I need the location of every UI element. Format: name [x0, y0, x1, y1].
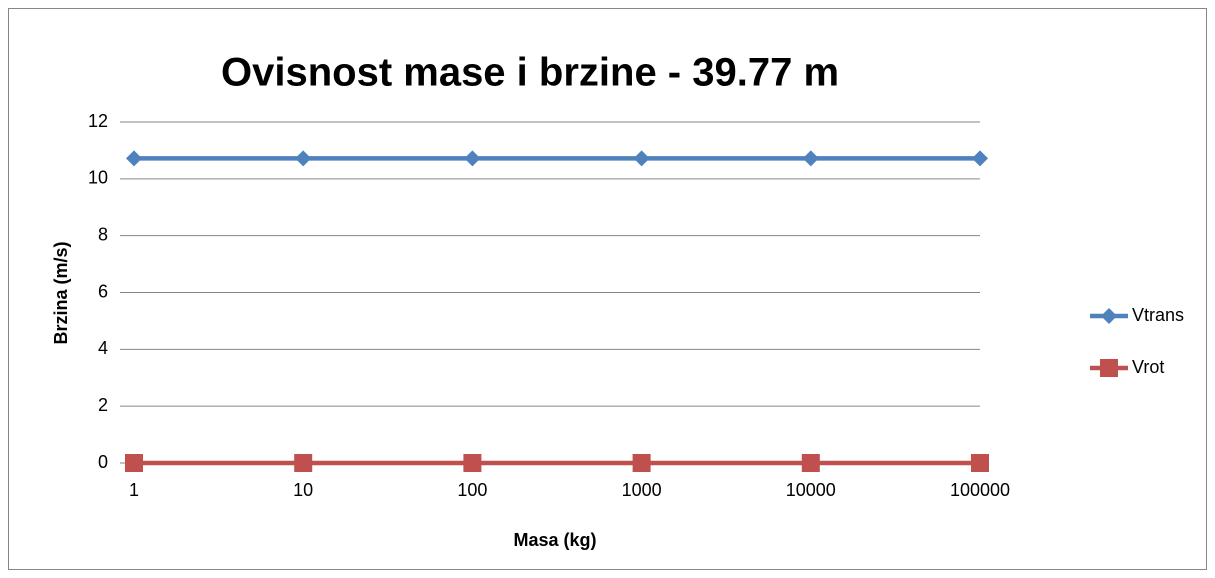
y-axis-label: Brzina (m/s)	[51, 241, 71, 344]
data-point	[294, 454, 313, 472]
y-tick-label: 4	[98, 338, 108, 358]
data-point	[125, 454, 143, 472]
data-point	[971, 454, 989, 472]
data-point	[633, 150, 650, 167]
legend-label: Vrot	[1132, 357, 1164, 377]
x-tick-label: 1	[129, 480, 139, 500]
x-tick-label: 1000	[622, 480, 662, 500]
data-point	[464, 150, 481, 167]
x-tick-label: 100	[457, 480, 487, 500]
legend-marker	[1101, 308, 1117, 324]
x-tick-label: 100000	[950, 480, 1010, 500]
data-point	[126, 150, 142, 167]
data-point	[801, 454, 820, 472]
data-point	[972, 150, 988, 167]
y-tick-label: 0	[98, 452, 108, 472]
y-tick-label: 12	[88, 111, 108, 131]
legend-marker	[1100, 359, 1118, 377]
x-axis-label: Masa (kg)	[513, 530, 596, 550]
y-tick-label: 8	[98, 224, 108, 244]
data-point	[463, 454, 482, 472]
y-tick-label: 2	[98, 395, 108, 415]
chart-border	[8, 8, 1207, 570]
data-point	[295, 150, 312, 167]
legend-label: Vtrans	[1132, 305, 1184, 325]
data-point	[632, 454, 651, 472]
y-tick-label: 10	[88, 168, 108, 188]
chart-title: Ovisnost mase i brzine - 39.77 m	[221, 51, 839, 95]
x-tick-label: 10000	[786, 480, 836, 500]
y-tick-label: 6	[98, 281, 108, 301]
x-tick-label: 10	[293, 480, 313, 500]
data-point	[802, 150, 819, 167]
